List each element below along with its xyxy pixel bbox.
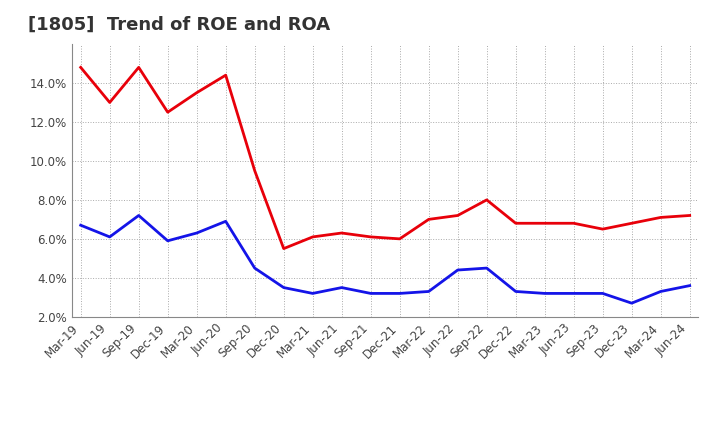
ROA	[366, 291, 375, 296]
ROA	[192, 231, 201, 236]
ROE	[163, 110, 172, 115]
ROE	[221, 73, 230, 78]
ROA	[338, 285, 346, 290]
ROE	[657, 215, 665, 220]
ROA	[685, 283, 694, 288]
ROE	[541, 220, 549, 226]
Line: ROA: ROA	[81, 216, 690, 303]
ROA	[135, 213, 143, 218]
ROE	[105, 100, 114, 105]
ROA	[570, 291, 578, 296]
ROE	[279, 246, 288, 251]
ROE	[454, 213, 462, 218]
ROE	[424, 217, 433, 222]
ROE	[511, 220, 520, 226]
ROA	[76, 223, 85, 228]
ROA	[541, 291, 549, 296]
ROE	[598, 227, 607, 232]
ROE	[251, 168, 259, 173]
ROE	[627, 220, 636, 226]
ROE	[366, 234, 375, 239]
ROA	[251, 265, 259, 271]
ROA	[221, 219, 230, 224]
ROE	[685, 213, 694, 218]
ROA	[308, 291, 317, 296]
ROE	[395, 236, 404, 242]
ROE	[570, 220, 578, 226]
ROE	[192, 90, 201, 95]
ROA	[627, 301, 636, 306]
ROA	[395, 291, 404, 296]
ROA	[424, 289, 433, 294]
ROE	[338, 231, 346, 236]
Legend: ROE, ROA: ROE, ROA	[296, 439, 474, 440]
ROE	[482, 197, 491, 202]
ROA	[598, 291, 607, 296]
ROE	[135, 65, 143, 70]
ROA	[482, 265, 491, 271]
Text: [1805]  Trend of ROE and ROA: [1805] Trend of ROE and ROA	[28, 16, 330, 34]
ROA	[279, 285, 288, 290]
ROA	[454, 268, 462, 273]
Line: ROE: ROE	[81, 67, 690, 249]
ROE	[308, 234, 317, 239]
ROE	[76, 65, 85, 70]
ROA	[163, 238, 172, 243]
ROA	[511, 289, 520, 294]
ROA	[105, 234, 114, 239]
ROA	[657, 289, 665, 294]
